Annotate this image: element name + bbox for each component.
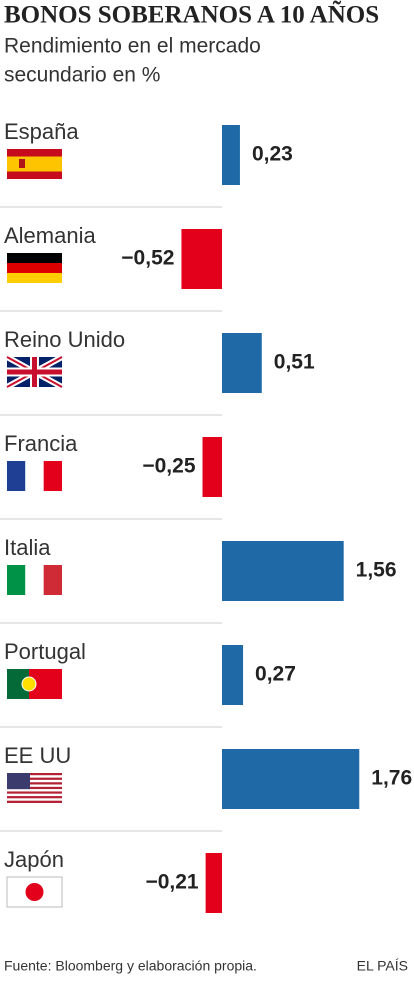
value-label: 0,23 — [252, 143, 293, 166]
flag-part — [7, 156, 62, 172]
flag-part — [7, 273, 62, 283]
bar — [205, 853, 222, 913]
bar — [222, 749, 360, 809]
bar — [222, 333, 262, 393]
flag-part — [25, 883, 44, 901]
source-note: Fuente: Bloomberg y elaboración propia. — [4, 958, 257, 974]
flag-part — [7, 789, 62, 792]
flag-part — [25, 461, 44, 491]
flag — [5, 354, 64, 390]
flag-part — [7, 565, 26, 595]
flag-part — [7, 357, 62, 387]
value-label: 1,76 — [371, 767, 412, 790]
flag-part — [7, 777, 62, 780]
flag-part — [7, 782, 62, 785]
flag-part — [7, 461, 26, 491]
category-label: Francia — [4, 431, 78, 456]
flag-part — [7, 775, 62, 778]
flag-part — [7, 253, 62, 263]
chart-title: BONOS SOBERANOS A 10 AÑOS — [4, 1, 379, 29]
flag-part — [7, 793, 62, 797]
value-label: −0,25 — [142, 455, 195, 478]
category-label: Alemania — [4, 223, 96, 248]
flag — [7, 565, 62, 595]
category-label: Japón — [4, 847, 64, 872]
flag — [7, 253, 62, 283]
flag-part — [7, 791, 62, 794]
bar — [181, 229, 222, 289]
flag-part — [7, 786, 62, 790]
flag-part — [7, 800, 62, 803]
bar — [222, 645, 244, 705]
chart-subtitle: Rendimiento en el mercado — [4, 35, 261, 58]
category-label: Reino Unido — [4, 327, 125, 352]
value-label: 0,27 — [255, 663, 296, 686]
chart-subtitle: secundario en % — [4, 64, 160, 87]
flag — [7, 669, 62, 699]
bar — [222, 541, 344, 601]
flag-part — [25, 565, 44, 595]
category-label: EE UU — [4, 743, 71, 768]
flag-part — [7, 798, 62, 801]
value-label: −0,52 — [121, 247, 174, 270]
flag-part — [7, 669, 29, 699]
flag — [7, 461, 62, 491]
flag-part — [7, 779, 62, 783]
bar — [222, 125, 240, 185]
brand: EL PAÍS — [357, 958, 408, 974]
flag — [7, 773, 62, 803]
bar — [202, 437, 222, 497]
flag-part — [7, 796, 62, 799]
flag — [6, 876, 63, 908]
flag-part — [43, 565, 62, 595]
flag-part — [7, 263, 62, 273]
category-label: Portugal — [4, 639, 86, 664]
category-label: Italia — [4, 535, 51, 560]
flag-part — [7, 773, 62, 776]
value-label: −0,21 — [145, 871, 198, 894]
flag-part — [7, 773, 30, 790]
category-label: España — [4, 119, 79, 144]
value-label: 0,51 — [274, 351, 315, 374]
flag-part — [19, 159, 25, 168]
flag — [7, 149, 62, 179]
flag-part — [7, 784, 62, 787]
flag-part — [21, 676, 37, 692]
value-label: 1,56 — [356, 559, 397, 582]
flag-part — [43, 461, 62, 491]
